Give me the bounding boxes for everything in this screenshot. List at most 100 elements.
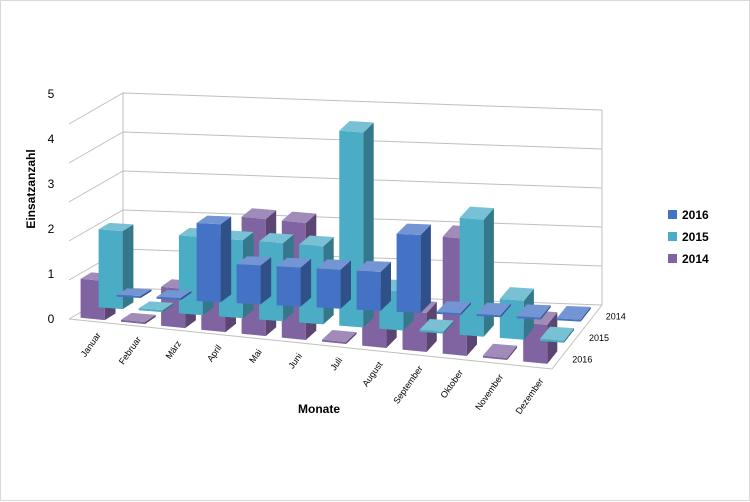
- bar-top-face: [419, 319, 454, 332]
- bar-front-face: [356, 270, 381, 311]
- bar-side-face: [507, 345, 518, 360]
- bar-top-face: [339, 121, 374, 133]
- bar-2016-November: [516, 304, 551, 320]
- bar-2016-Februar: [156, 290, 192, 301]
- bar-front-face: [98, 229, 123, 310]
- bar-2015-September: [419, 319, 454, 334]
- y-tick-label: 2: [48, 222, 55, 236]
- bar-side-face: [145, 314, 156, 325]
- bar-2014-Februar: [120, 312, 156, 325]
- bar-2015-Oktober: [459, 206, 494, 337]
- bar-side-face: [540, 305, 551, 320]
- bar-front-face: [516, 316, 541, 320]
- depth-tick-label: 2016: [572, 354, 592, 364]
- bar-top-face: [322, 330, 357, 342]
- gridline: [68, 209, 603, 242]
- y-axis-ticks: 0 1 2 3 4 5: [48, 87, 55, 326]
- legend-swatch: [668, 210, 677, 219]
- legend-swatch: [668, 254, 677, 263]
- bar-2015-Februar: [138, 301, 174, 313]
- x-tick-label: März: [164, 338, 184, 361]
- bar-top-face: [516, 304, 551, 318]
- bar-side-face: [122, 224, 134, 310]
- bar-top-face: [396, 223, 431, 235]
- legend-label: 2016: [682, 208, 709, 222]
- bar-front-face: [436, 311, 461, 316]
- x-tick-label: September: [391, 364, 424, 406]
- y-tick-label: 0: [48, 312, 55, 326]
- y-axis-title: Einsatzanzahl: [24, 149, 38, 228]
- bar-2016-April: [236, 256, 272, 305]
- legend-label: 2015: [682, 230, 709, 244]
- depth-axis-labels: 2014 2015 2016: [572, 312, 625, 365]
- bar-top-face: [556, 306, 591, 320]
- bar-top-face: [241, 208, 277, 220]
- bar-side-face: [162, 302, 174, 313]
- bar-2016-Mai: [276, 257, 312, 307]
- bar-front-face: [120, 319, 145, 325]
- bar-side-face: [443, 320, 454, 334]
- bar-top-face: [459, 206, 494, 220]
- bar-front-face: [322, 339, 347, 344]
- bar-2016-Januar: [116, 288, 152, 298]
- y-tick-label: 1: [48, 267, 55, 281]
- bar-top-face: [259, 233, 294, 244]
- bar-side-face: [564, 328, 574, 343]
- bar-2015-Januar: [98, 222, 134, 310]
- bar-front-face: [459, 217, 484, 337]
- bar-side-face: [340, 260, 351, 309]
- bar-top-face: [436, 301, 471, 314]
- bar-front-face: [156, 296, 181, 301]
- bar-top-face: [156, 290, 192, 299]
- depth-tick-label: 2015: [589, 333, 609, 343]
- bar-top-face: [482, 343, 518, 358]
- bar-top-face: [281, 211, 317, 223]
- chart-legend: 2016 2015 2014: [668, 208, 709, 266]
- bar-top-face: [356, 261, 391, 272]
- bar-front-face: [116, 294, 141, 298]
- bar-side-face: [500, 303, 511, 318]
- bar-top-face: [539, 326, 574, 341]
- bar-2016-August: [396, 223, 431, 313]
- bar-top-face: [276, 257, 312, 268]
- bar-front-face: [419, 329, 444, 334]
- bar-side-face: [483, 208, 494, 337]
- bar-front-face: [236, 264, 261, 305]
- x-tick-label: April: [205, 343, 224, 363]
- bar-top-face: [299, 235, 334, 247]
- x-tick-label: Oktober: [438, 368, 465, 400]
- depth-tick-label: 2014: [606, 312, 626, 322]
- bar-top-face: [476, 302, 511, 316]
- gridline: [68, 170, 603, 203]
- x-axis-title: Monate: [298, 402, 340, 416]
- bar-front-face: [138, 308, 163, 313]
- bar-front-face: [276, 266, 301, 307]
- bar-top-face: [98, 222, 134, 232]
- bar-side-face: [260, 257, 272, 305]
- bar-2016-September: [436, 301, 471, 316]
- x-tick-label: Mai: [247, 347, 264, 365]
- y-tick-label: 4: [48, 132, 55, 146]
- bar-front-face: [539, 338, 564, 343]
- bar-side-face: [460, 302, 471, 316]
- chart-gridlines: [68, 92, 603, 370]
- x-tick-label: August: [360, 359, 385, 388]
- gridline: [68, 304, 603, 370]
- bar-2016-Juli: [356, 261, 391, 311]
- bar-side-face: [346, 332, 357, 344]
- bar-2016-März: [196, 215, 232, 303]
- gridline: [68, 131, 603, 164]
- bar-side-face: [300, 258, 312, 307]
- y-tick-label: 5: [48, 87, 55, 101]
- bar-2014-November: [482, 343, 518, 360]
- x-tick-label: Juli: [328, 356, 344, 373]
- bar-top-face: [196, 215, 232, 225]
- bar-side-face: [220, 216, 232, 303]
- x-tick-label: Februar: [117, 335, 143, 367]
- bar-2015-Dezember: [539, 326, 574, 343]
- y-tick-label: 3: [48, 177, 55, 191]
- bar-2016-Oktober: [476, 302, 511, 318]
- bar-2016-Dezember: [556, 306, 591, 322]
- bar-front-face: [396, 233, 421, 313]
